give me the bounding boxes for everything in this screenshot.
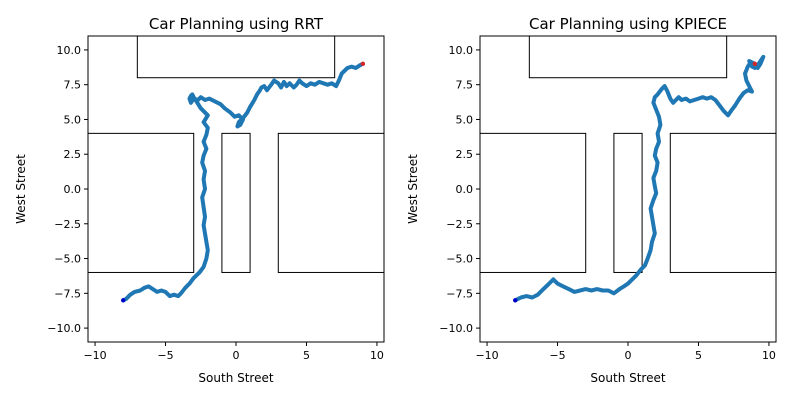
y-tick-label: 7.5 [64, 79, 82, 92]
chart-title: Car Planning using RRT [149, 15, 324, 33]
x-tick-label: 0 [233, 349, 240, 362]
y-tick-label: −10.0 [47, 322, 81, 335]
x-tick-label: 10 [370, 349, 384, 362]
x-axis-label: South Street [198, 371, 273, 385]
y-tick-label: −7.5 [446, 287, 473, 300]
obstacle [480, 132, 587, 273]
start-marker [121, 298, 126, 303]
x-tick-label: 5 [303, 349, 310, 362]
y-tick-label: 7.5 [456, 79, 474, 92]
obstacle [528, 36, 728, 79]
x-tick-label: −10 [475, 349, 498, 362]
goal-marker [360, 61, 366, 67]
kpiece-panel: −10 −5 0 5 10 −10.0 −7.5 −5.0 −2.5 0.0 2.5 5.0 7.5 10… [406, 15, 777, 385]
y-tick-label: 10.0 [449, 44, 474, 57]
start-marker [513, 298, 518, 303]
y-axis-label: West Street [406, 154, 420, 224]
x-tick-label: −10 [83, 349, 106, 362]
y-tick-label: 0.0 [456, 183, 474, 196]
y-tick-label: −7.5 [54, 287, 81, 300]
y-tick-label: −5.0 [54, 253, 81, 266]
y-tick-label: 10.0 [57, 44, 82, 57]
obstacle [136, 36, 336, 79]
obstacle [88, 132, 195, 273]
planned-path [121, 61, 365, 303]
obstacle [221, 132, 251, 273]
y-tick-label: −5.0 [446, 253, 473, 266]
x-axis-label: South Street [590, 371, 665, 385]
y-tick-label: 2.5 [456, 148, 474, 161]
x-tick-label: 0 [625, 349, 632, 362]
x-tick-label: −5 [549, 349, 565, 362]
y-tick-label: −10.0 [439, 322, 473, 335]
x-tick-label: 5 [695, 349, 702, 362]
obstacle [613, 132, 643, 273]
y-tick-label: 5.0 [64, 113, 82, 126]
plot-area [480, 36, 776, 342]
x-tick-label: −5 [157, 349, 173, 362]
y-tick-label: −2.5 [446, 218, 473, 231]
planned-path [513, 54, 766, 303]
y-tick-label: 5.0 [456, 113, 474, 126]
rrt-panel: −10 −5 0 5 10 −10.0 −7.5 −5.0 −2.5 0.0 2.5 5.0 7.5 10… [14, 15, 385, 385]
goal-marker [752, 61, 758, 67]
x-tick-label: 10 [762, 349, 776, 362]
y-tick-label: 2.5 [64, 148, 82, 161]
y-tick-label: −2.5 [54, 218, 81, 231]
chart-title: Car Planning using KPIECE [529, 15, 727, 33]
y-tick-label: 0.0 [64, 183, 82, 196]
y-axis-label: West Street [14, 154, 28, 224]
